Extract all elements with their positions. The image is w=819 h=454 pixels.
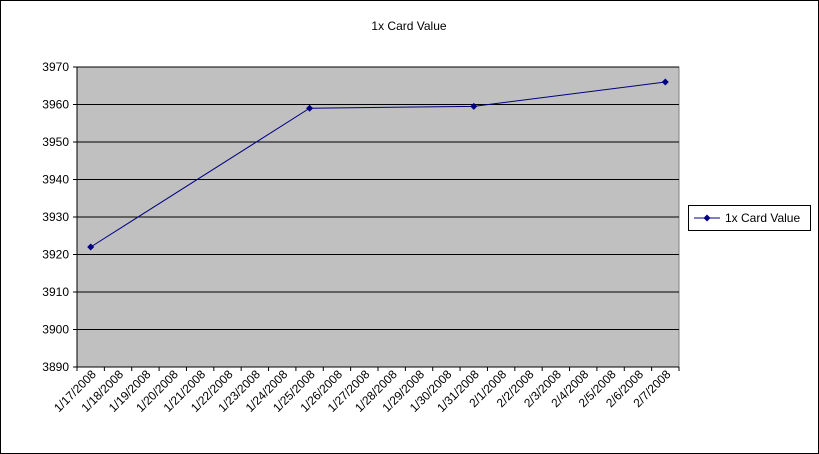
chart-title: 1x Card Value [371,19,446,33]
y-tick-label: 3970 [42,60,69,74]
y-tick-label: 3950 [42,135,69,149]
y-tick-label: 3920 [42,248,69,262]
data-point [306,104,314,112]
y-tick-label: 3960 [42,98,69,112]
legend-marker [703,214,711,222]
legend-label: 1x Card Value [725,211,800,225]
y-tick-label: 3890 [42,360,69,374]
data-point [661,78,669,86]
y-tick-label: 3940 [42,173,69,187]
series-line [90,81,666,248]
y-tick-label: 3930 [42,210,69,224]
data-point [87,243,95,251]
y-tick-label: 3900 [42,323,69,337]
data-point [470,102,478,110]
y-tick-label: 3910 [42,285,69,299]
